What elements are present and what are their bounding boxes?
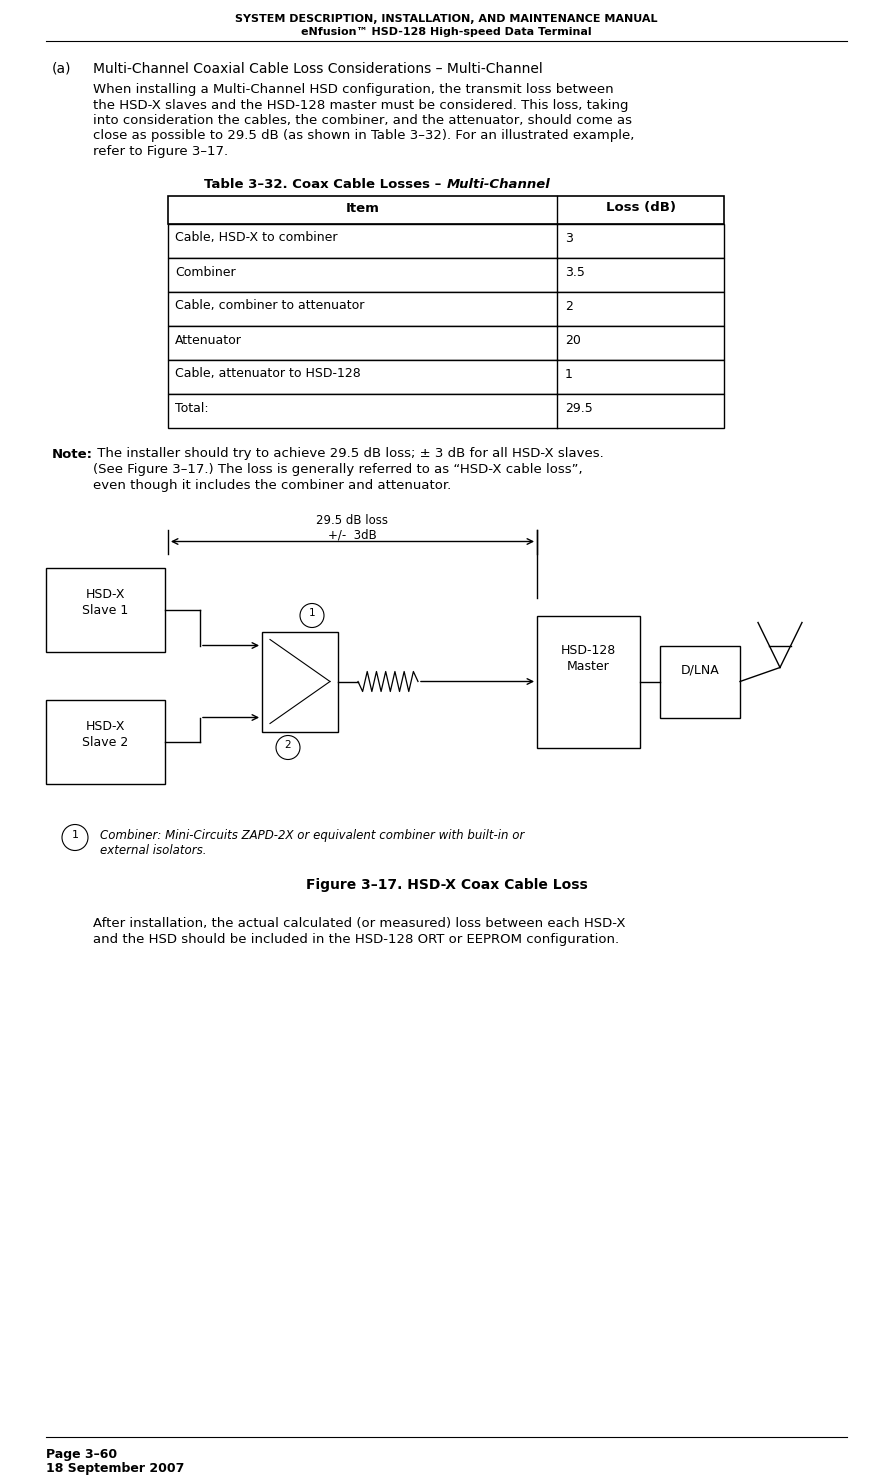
Text: D/LNA: D/LNA bbox=[680, 664, 720, 677]
Bar bbox=[168, 325, 724, 359]
Text: The installer should try to achieve 29.5 dB loss; ± 3 dB for all HSD-X slaves.: The installer should try to achieve 29.5… bbox=[93, 448, 604, 461]
Text: HSD-128: HSD-128 bbox=[561, 643, 616, 656]
Text: refer to Figure 3–17.: refer to Figure 3–17. bbox=[93, 145, 228, 158]
Bar bbox=[168, 291, 724, 325]
Text: Master: Master bbox=[567, 659, 610, 672]
Circle shape bbox=[300, 603, 324, 628]
Text: When installing a Multi-Channel HSD configuration, the transmit loss between: When installing a Multi-Channel HSD conf… bbox=[93, 83, 613, 96]
Text: Combiner: Mini-Circuits ZAPD-2X or equivalent combiner with built-in or: Combiner: Mini-Circuits ZAPD-2X or equiv… bbox=[100, 829, 524, 842]
Text: into consideration the cables, the combiner, and the attenuator, should come as: into consideration the cables, the combi… bbox=[93, 114, 632, 127]
Bar bbox=[168, 393, 724, 427]
Text: HSD-X: HSD-X bbox=[86, 720, 125, 733]
Text: eNfusion™ HSD-128 High-speed Data Terminal: eNfusion™ HSD-128 High-speed Data Termin… bbox=[301, 27, 592, 37]
Text: Total:: Total: bbox=[175, 402, 209, 414]
Bar bbox=[168, 257, 724, 291]
Bar bbox=[262, 631, 338, 732]
Text: Multi-Channel Coaxial Cable Loss Considerations – Multi-Channel: Multi-Channel Coaxial Cable Loss Conside… bbox=[93, 62, 543, 75]
Text: 3.5: 3.5 bbox=[565, 266, 585, 278]
Text: 29.5 dB loss: 29.5 dB loss bbox=[316, 514, 388, 528]
Text: and the HSD should be included in the HSD-128 ORT or EEPROM configuration.: and the HSD should be included in the HS… bbox=[93, 933, 619, 946]
Text: Combiner: Combiner bbox=[175, 266, 236, 278]
Text: 29.5: 29.5 bbox=[565, 402, 593, 414]
Text: 2: 2 bbox=[285, 740, 291, 751]
Text: even though it includes the combiner and attenuator.: even though it includes the combiner and… bbox=[93, 479, 451, 492]
Bar bbox=[46, 699, 165, 783]
Text: Table 3–32. Coax Cable Losses –: Table 3–32. Coax Cable Losses – bbox=[204, 179, 446, 192]
Text: 3: 3 bbox=[565, 232, 573, 244]
Text: Slave 2: Slave 2 bbox=[82, 736, 129, 748]
Text: Figure 3–17. HSD-X Coax Cable Loss: Figure 3–17. HSD-X Coax Cable Loss bbox=[305, 878, 588, 891]
Bar bbox=[537, 615, 640, 748]
Bar bbox=[46, 568, 165, 652]
Bar bbox=[660, 646, 740, 717]
Circle shape bbox=[62, 825, 88, 850]
Text: Page 3–60: Page 3–60 bbox=[46, 1448, 117, 1460]
Text: SYSTEM DESCRIPTION, INSTALLATION, AND MAINTENANCE MANUAL: SYSTEM DESCRIPTION, INSTALLATION, AND MA… bbox=[235, 13, 658, 24]
Text: Slave 1: Slave 1 bbox=[82, 603, 129, 616]
Text: Cable, combiner to attenuator: Cable, combiner to attenuator bbox=[175, 300, 364, 312]
Bar bbox=[168, 359, 724, 393]
Bar bbox=[168, 195, 724, 223]
Text: +/-  3dB: +/- 3dB bbox=[328, 529, 377, 541]
Text: 20: 20 bbox=[565, 334, 580, 346]
Text: Item: Item bbox=[346, 201, 380, 214]
Text: Note:: Note: bbox=[52, 448, 93, 461]
Text: (See Figure 3–17.) The loss is generally referred to as “HSD-X cable loss”,: (See Figure 3–17.) The loss is generally… bbox=[93, 463, 582, 476]
Text: (a): (a) bbox=[52, 62, 71, 75]
Text: Cable, HSD-X to combiner: Cable, HSD-X to combiner bbox=[175, 232, 338, 244]
Text: 1: 1 bbox=[71, 831, 79, 841]
Circle shape bbox=[276, 736, 300, 760]
Text: After installation, the actual calculated (or measured) loss between each HSD-X: After installation, the actual calculate… bbox=[93, 918, 625, 931]
Text: external isolators.: external isolators. bbox=[100, 844, 206, 857]
Text: the HSD-X slaves and the HSD-128 master must be considered. This loss, taking: the HSD-X slaves and the HSD-128 master … bbox=[93, 99, 629, 111]
Text: close as possible to 29.5 dB (as shown in Table 3–32). For an illustrated exampl: close as possible to 29.5 dB (as shown i… bbox=[93, 130, 634, 142]
Text: 2: 2 bbox=[565, 300, 573, 312]
Text: Multi-Channel: Multi-Channel bbox=[446, 179, 550, 192]
Bar bbox=[168, 223, 724, 257]
Text: Cable, attenuator to HSD-128: Cable, attenuator to HSD-128 bbox=[175, 368, 361, 380]
Text: 1: 1 bbox=[309, 609, 315, 618]
Text: Attenuator: Attenuator bbox=[175, 334, 242, 346]
Text: Loss (dB): Loss (dB) bbox=[605, 201, 675, 214]
Text: 1: 1 bbox=[565, 368, 573, 380]
Text: 18 September 2007: 18 September 2007 bbox=[46, 1462, 184, 1475]
Text: HSD-X: HSD-X bbox=[86, 587, 125, 600]
